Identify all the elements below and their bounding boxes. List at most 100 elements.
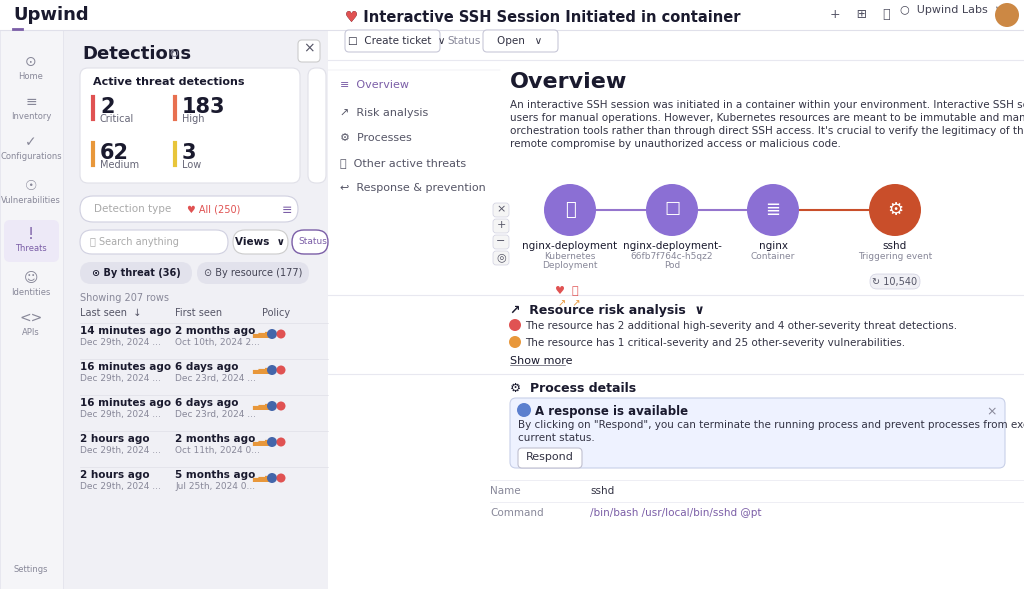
Text: nginx-deployment-: nginx-deployment- (623, 241, 722, 251)
Circle shape (267, 329, 278, 339)
Text: 16 minutes ago: 16 minutes ago (80, 362, 171, 372)
Text: Dec 29th, 2024 ...: Dec 29th, 2024 ... (80, 446, 161, 455)
Text: Dec 29th, 2024 ...: Dec 29th, 2024 ... (80, 338, 161, 347)
FancyBboxPatch shape (493, 219, 509, 233)
Circle shape (544, 184, 596, 236)
Text: Show more: Show more (510, 356, 572, 366)
Text: ↩  Response & prevention: ↩ Response & prevention (340, 183, 485, 193)
Text: ▄▅▆: ▄▅▆ (252, 473, 271, 482)
Circle shape (276, 329, 286, 339)
Text: ≡: ≡ (26, 95, 37, 109)
Bar (0, 30, 63, 589)
FancyBboxPatch shape (80, 68, 300, 183)
Text: 6 days ago: 6 days ago (175, 398, 239, 408)
Text: ⊙: ⊙ (26, 55, 37, 69)
Text: 62: 62 (100, 143, 129, 163)
Text: By clicking on "Respond", you can terminate the running process and prevent proc: By clicking on "Respond", you can termin… (518, 420, 1024, 430)
Text: Pod: Pod (664, 261, 680, 270)
Text: ☺: ☺ (24, 271, 38, 285)
FancyBboxPatch shape (493, 235, 509, 249)
Text: Threats: Threats (15, 244, 47, 253)
Text: The resource has 1 critical-severity and 25 other-severity vulnerabilities.: The resource has 1 critical-severity and… (525, 338, 905, 348)
Text: Inventory: Inventory (11, 112, 51, 121)
Text: ≡: ≡ (282, 204, 292, 217)
Text: ◎: ◎ (496, 252, 506, 262)
Text: ⚙  Process details: ⚙ Process details (510, 382, 636, 395)
Text: sshd: sshd (590, 486, 614, 496)
FancyBboxPatch shape (493, 203, 509, 217)
Text: First seen: First seen (175, 308, 222, 318)
Text: 2 hours ago: 2 hours ago (80, 434, 150, 444)
Text: Showing 207 rows: Showing 207 rows (80, 293, 169, 303)
Text: A response is available: A response is available (535, 405, 688, 418)
Circle shape (869, 184, 921, 236)
Text: Respond: Respond (526, 452, 573, 462)
Text: ≡  Overview: ≡ Overview (340, 80, 409, 90)
Text: Triggering event: Triggering event (858, 252, 932, 261)
FancyBboxPatch shape (870, 274, 920, 289)
Circle shape (276, 366, 286, 375)
Text: Identities: Identities (11, 288, 50, 297)
Text: Command: Command (490, 508, 544, 518)
Circle shape (276, 402, 286, 411)
Circle shape (646, 184, 698, 236)
Text: ⊙ By resource (177): ⊙ By resource (177) (204, 268, 302, 278)
Text: Oct 11th, 2024 0...: Oct 11th, 2024 0... (175, 446, 260, 455)
Text: Open   ∨: Open ∨ (498, 36, 543, 46)
Bar (0, 0, 1024, 30)
Text: Kubernetes: Kubernetes (545, 252, 596, 261)
Text: 16 minutes ago: 16 minutes ago (80, 398, 171, 408)
Text: Last seen  ↓: Last seen ↓ (80, 308, 141, 318)
Text: Critical: Critical (100, 114, 134, 124)
Circle shape (276, 474, 286, 482)
Text: nginx: nginx (759, 241, 787, 251)
Text: +: + (497, 220, 506, 230)
FancyBboxPatch shape (483, 30, 558, 52)
Text: 2: 2 (100, 97, 115, 117)
FancyBboxPatch shape (292, 230, 328, 254)
Circle shape (267, 365, 278, 375)
Text: ☐: ☐ (664, 201, 680, 219)
Text: Policy: Policy (262, 308, 290, 318)
Text: 2 months ago: 2 months ago (175, 434, 255, 444)
Text: 🔍 Search anything: 🔍 Search anything (90, 237, 179, 247)
Text: Upwind: Upwind (13, 6, 89, 24)
FancyBboxPatch shape (345, 30, 440, 52)
Circle shape (509, 336, 521, 348)
Text: APIs: APIs (23, 328, 40, 337)
Text: 5 months ago: 5 months ago (175, 470, 255, 480)
Text: current status.: current status. (518, 433, 595, 443)
Text: Status: Status (298, 237, 327, 246)
Text: ▄▅▆: ▄▅▆ (252, 401, 271, 410)
Text: ↻: ↻ (168, 48, 178, 61)
Text: users for manual operations. However, Kubernetes resources are meant to be immut: users for manual operations. However, Ku… (510, 113, 1024, 123)
Text: ♥ All (250): ♥ All (250) (186, 204, 240, 214)
Text: ♥: ♥ (345, 10, 358, 25)
Text: −: − (497, 236, 506, 246)
Text: ⎕: ⎕ (564, 201, 575, 219)
Text: ▄▅▆: ▄▅▆ (252, 329, 271, 338)
Text: remote compromise by unauthorized access or malicious code.: remote compromise by unauthorized access… (510, 139, 841, 149)
Text: ≣: ≣ (765, 201, 780, 219)
Text: ⧉  Other active threats: ⧉ Other active threats (340, 158, 466, 168)
Text: ♥  🔥: ♥ 🔥 (555, 286, 579, 296)
FancyBboxPatch shape (197, 262, 309, 284)
Circle shape (517, 403, 531, 417)
FancyBboxPatch shape (80, 196, 298, 222)
Text: ↗  ↗: ↗ ↗ (558, 298, 581, 308)
Text: /bin/bash /usr/local/bin/sshd @pt: /bin/bash /usr/local/bin/sshd @pt (590, 508, 762, 518)
Bar (63, 30, 331, 589)
Text: Vulnerabilities: Vulnerabilities (1, 196, 61, 205)
Circle shape (995, 3, 1019, 27)
FancyBboxPatch shape (308, 68, 326, 183)
Text: 2 hours ago: 2 hours ago (80, 470, 150, 480)
Text: □  Create ticket  ∨: □ Create ticket ∨ (348, 36, 445, 46)
FancyBboxPatch shape (298, 40, 319, 62)
Circle shape (267, 437, 278, 447)
Text: ▄▅▆: ▄▅▆ (252, 437, 271, 446)
Text: Container: Container (751, 252, 796, 261)
Text: ×: × (497, 204, 506, 214)
Text: <>: <> (19, 311, 43, 325)
Text: Overview: Overview (510, 72, 628, 92)
Text: Dec 23rd, 2024 ...: Dec 23rd, 2024 ... (175, 374, 256, 383)
